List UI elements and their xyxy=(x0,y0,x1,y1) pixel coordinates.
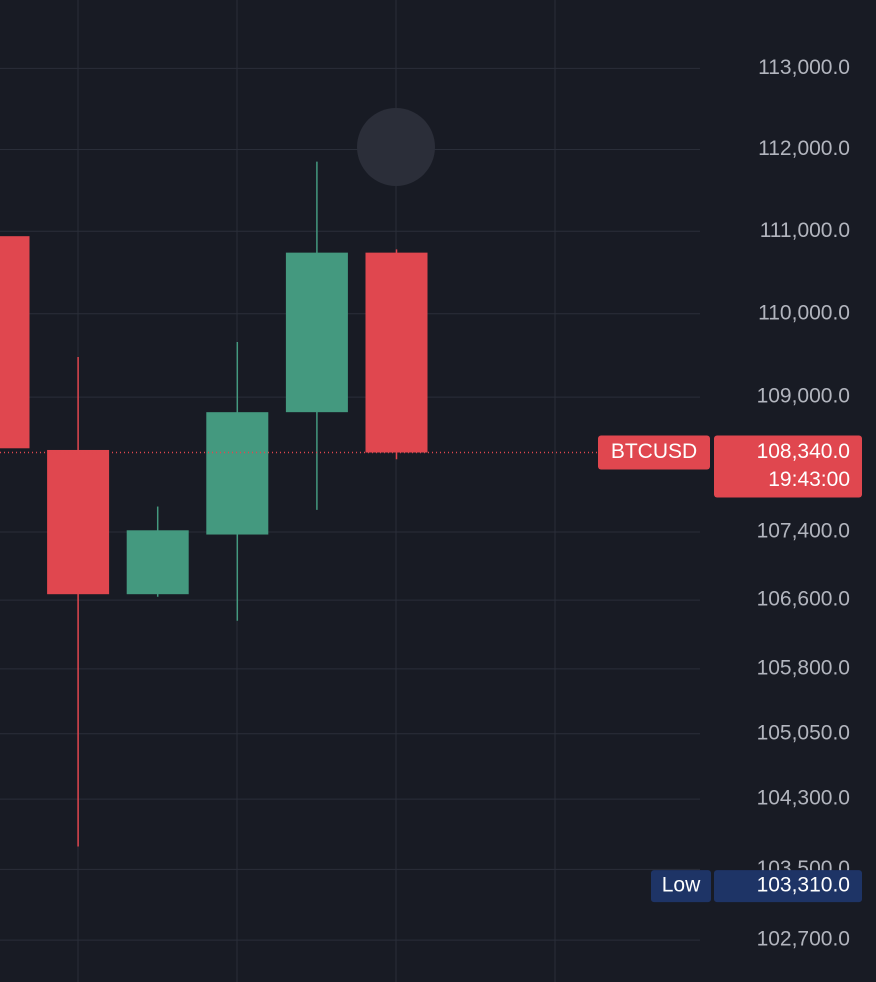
price-labels: BTCUSD 108,340.0 19:43:00 Low 103,310.0 xyxy=(0,435,862,903)
y-tick-label: 105,050.0 xyxy=(757,721,850,744)
candle-body xyxy=(0,236,30,449)
candle-body xyxy=(365,252,428,453)
y-tick-label: 106,600.0 xyxy=(757,588,850,611)
candle-body xyxy=(126,530,189,595)
symbol-badge xyxy=(598,435,710,470)
y-tick-label: 105,800.0 xyxy=(757,656,850,679)
y-tick-label: 102,700.0 xyxy=(757,928,850,951)
countdown-label: 19:43:00 xyxy=(768,468,850,491)
price-axis: 113,000.0 112,000.0 111,000.0 110,000.0 109,… xyxy=(757,56,850,951)
low-name: Low xyxy=(662,874,701,897)
cursor-dot xyxy=(357,108,435,186)
low-badge xyxy=(651,870,711,903)
symbol-label: BTCUSD xyxy=(611,440,697,463)
candle-body xyxy=(285,252,348,413)
y-tick-label: 113,000.0 xyxy=(758,56,850,79)
y-tick-label: 112,000.0 xyxy=(758,137,850,160)
last-price-badge xyxy=(714,435,862,498)
low-value-badge xyxy=(714,870,862,903)
candle-body xyxy=(47,449,110,595)
y-tick-label: 110,000.0 xyxy=(758,301,850,324)
low-value-label: 103,310.0 xyxy=(757,874,850,897)
y-tick-label: 107,400.0 xyxy=(757,520,850,543)
horizontal-grid xyxy=(0,67,700,941)
y-tick-label: 109,000.0 xyxy=(757,385,850,408)
y-tick-label: 104,300.0 xyxy=(757,787,850,810)
candle-body xyxy=(206,412,269,535)
candles xyxy=(0,161,428,847)
last-price-label: 108,340.0 xyxy=(757,440,850,463)
y-tick-label: 111,000.0 xyxy=(760,219,850,242)
